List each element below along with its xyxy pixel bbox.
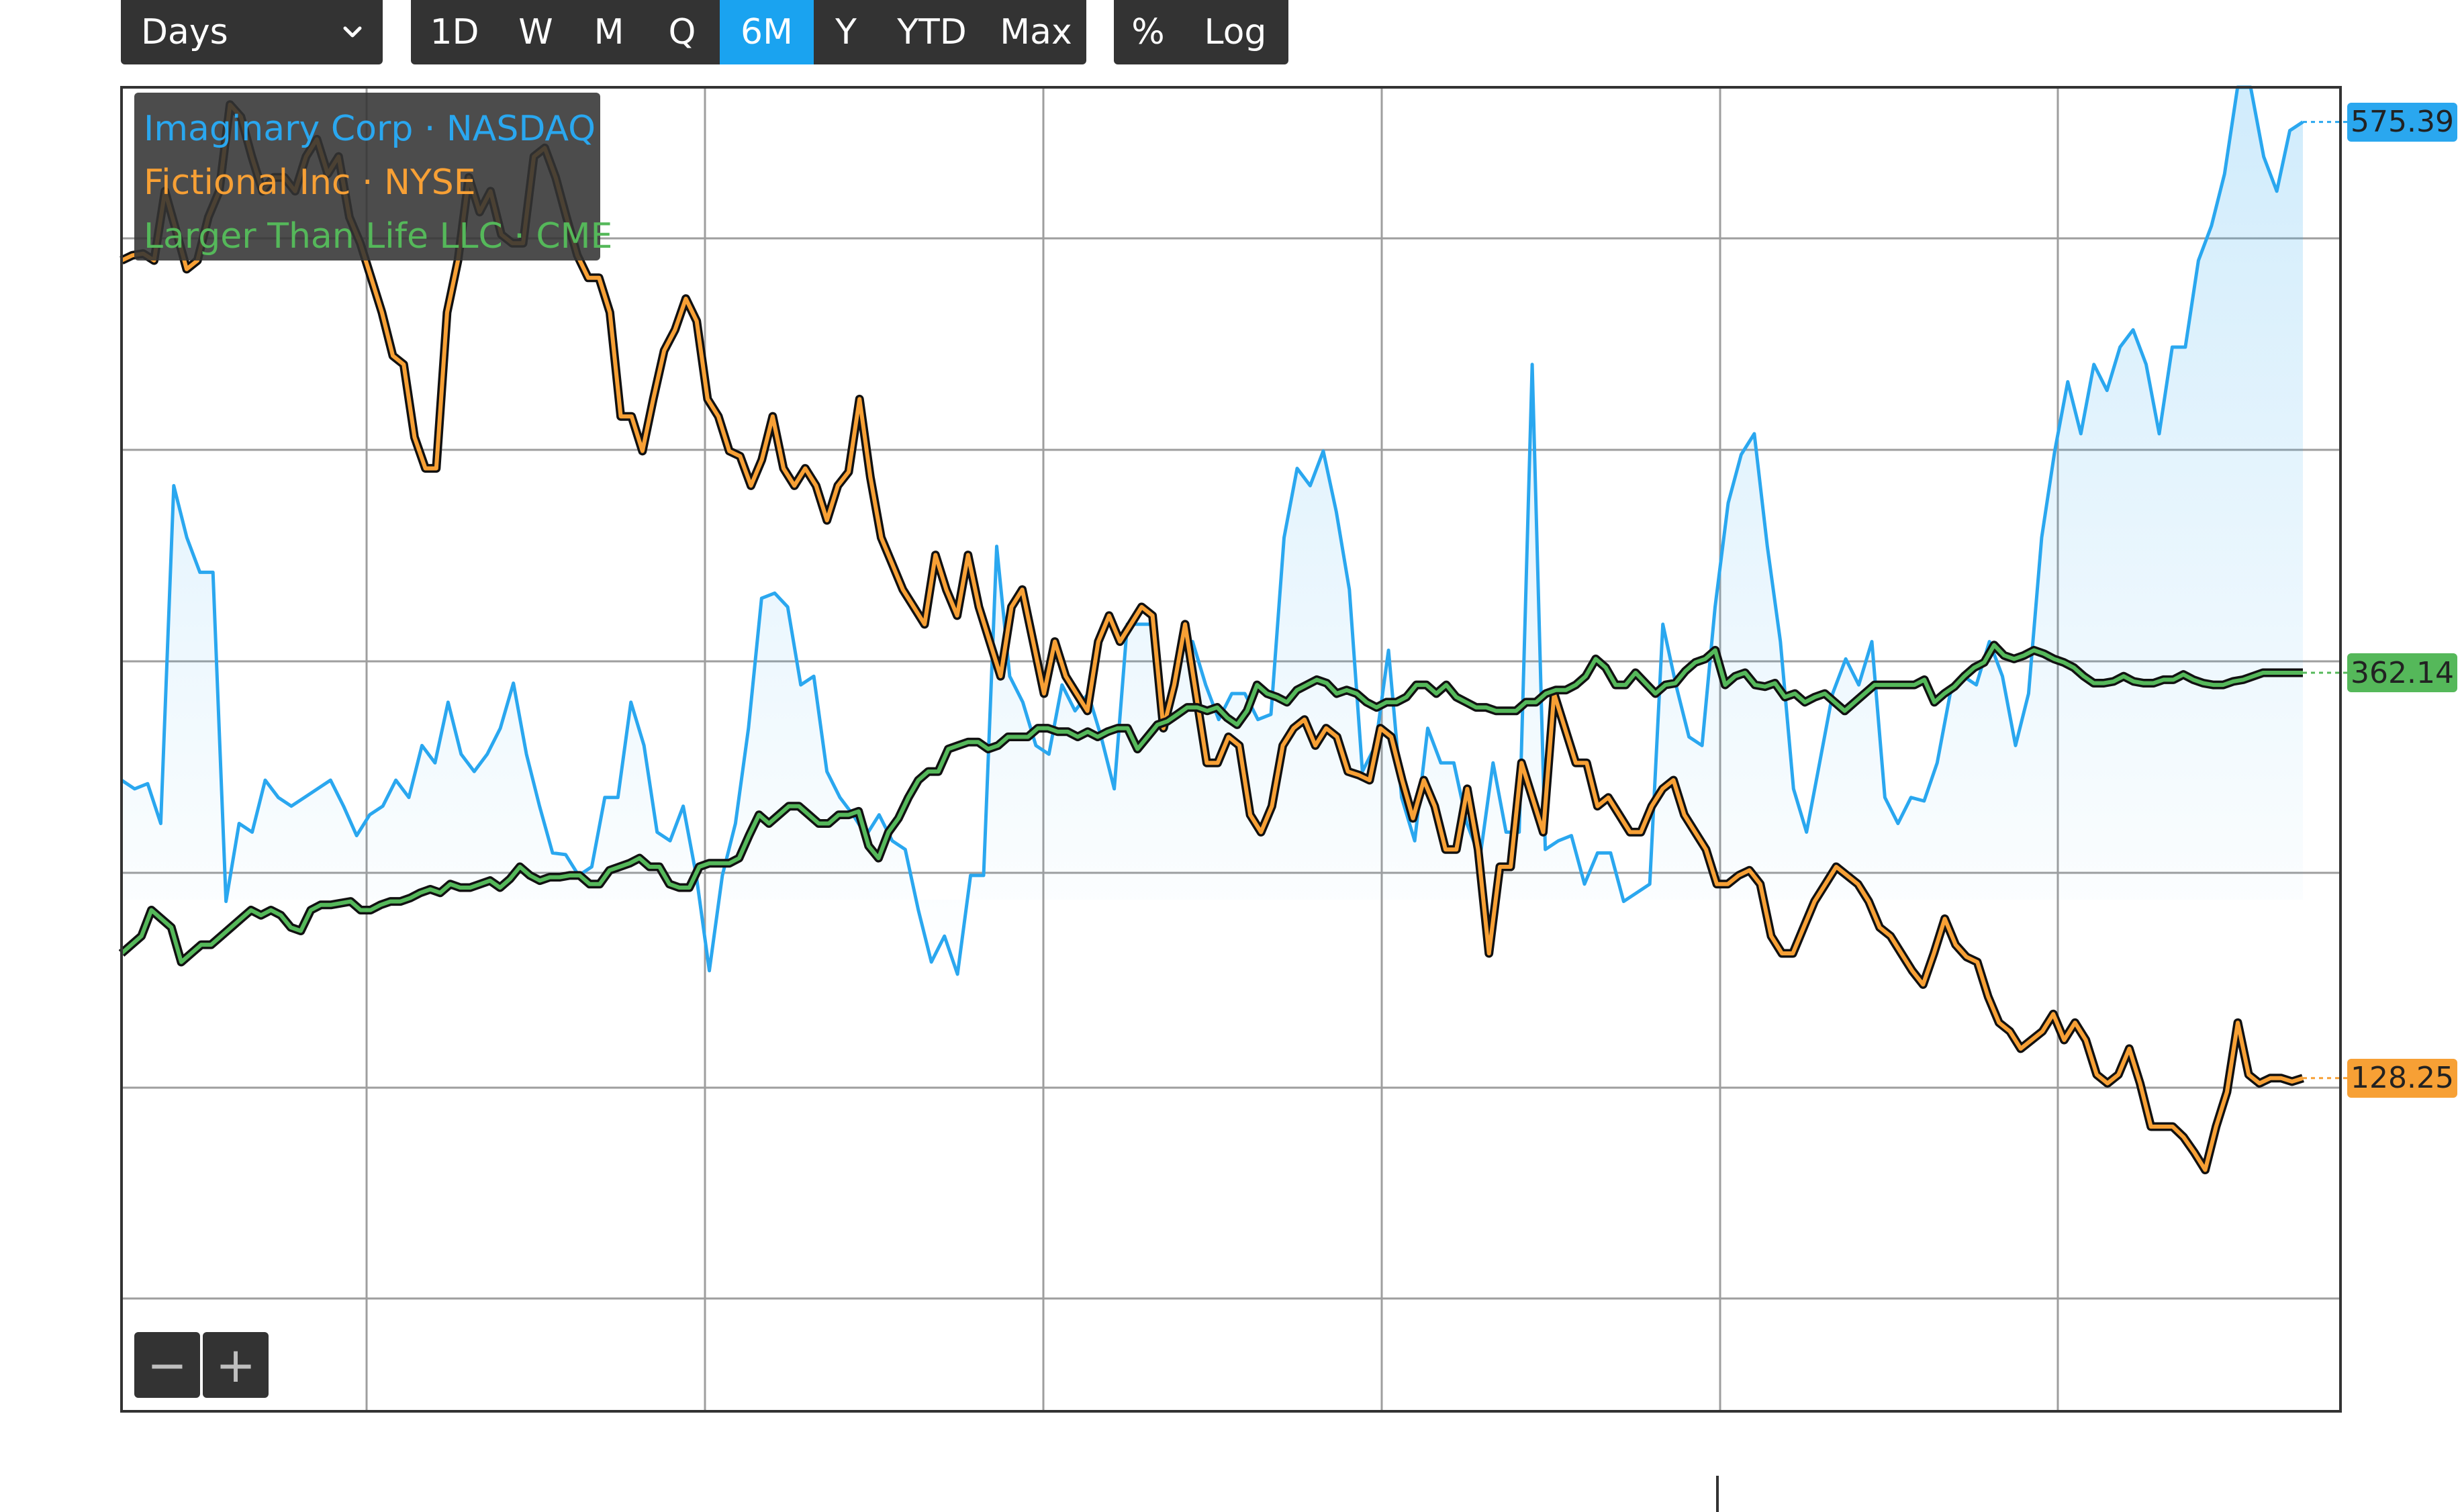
period-y-button[interactable]: Y [835,12,857,52]
percent-scale-button[interactable]: % [1131,12,1165,52]
period-buttons: 1D W M Q 6M Y YTD Max [411,0,1086,64]
period-w-button[interactable]: W [518,12,553,52]
series-line-1[interactable] [120,102,2304,1172]
zoom-out-button[interactable]: − [134,1332,200,1398]
period-1d-button[interactable]: 1D [430,12,479,52]
series-outline-1 [120,100,2304,1174]
period-max-button[interactable]: Max [1000,12,1072,52]
period-6m-button[interactable]: 6M [720,0,814,64]
period-select-label: Days [141,12,228,52]
scale-buttons: % Log [1114,0,1288,64]
legend-item-larger-than-life[interactable]: Larger Than Life LLC · CME [144,216,613,256]
period-q-button[interactable]: Q [668,12,696,52]
period-m-button[interactable]: M [594,12,624,52]
series-line-0[interactable] [120,85,2304,976]
last-value-badge-fictional-inc: 128.25 [2347,1058,2457,1098]
zoom-in-button[interactable]: + [203,1332,269,1398]
legend-item-imaginary-corp[interactable]: Imaginary Corp · NASDAQ [144,109,596,149]
last-value-badge-larger-than-life: 362.14 [2347,653,2457,693]
last-value-badge-imaginary-corp: 575.39 [2347,102,2457,142]
period-ytd-button[interactable]: YTD [897,12,967,52]
period-select[interactable]: Days [121,0,383,64]
legend: Imaginary Corp · NASDAQ Fictional Inc · … [134,93,613,261]
series-area-0 [122,87,2303,974]
legend-item-fictional-inc[interactable]: Fictional Inc · NYSE [144,162,476,203]
log-scale-button[interactable]: Log [1204,12,1267,52]
chevron-down-icon [343,26,362,38]
plot-frame [120,86,2342,1413]
series-line-2[interactable] [120,643,2303,964]
